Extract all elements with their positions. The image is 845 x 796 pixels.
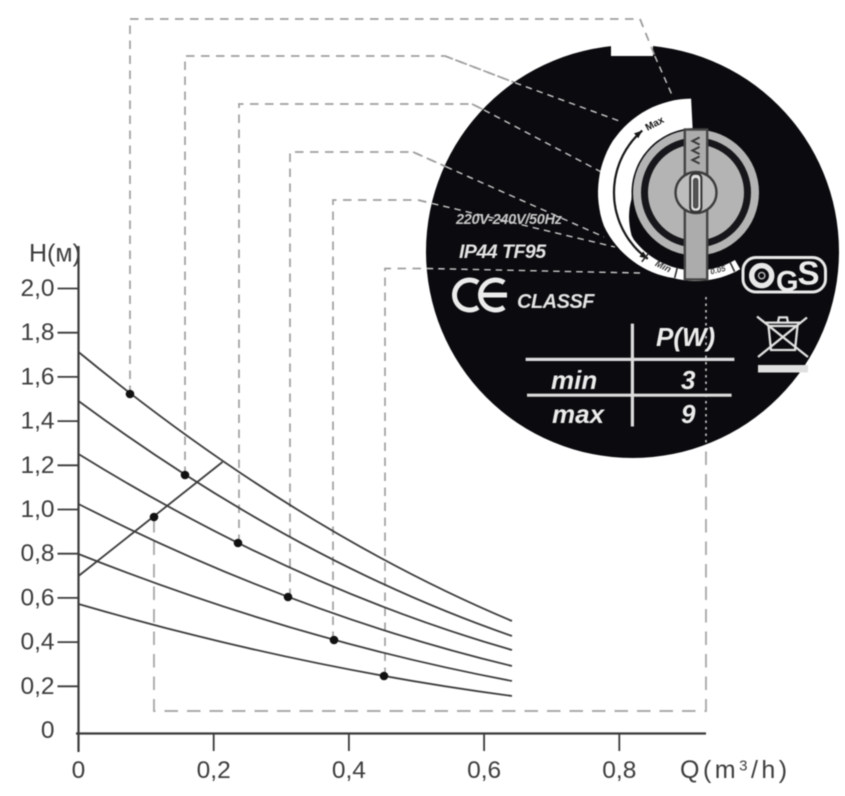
svg-text:0,8: 0,8 <box>602 757 636 784</box>
svg-text:0,4: 0,4 <box>332 757 366 784</box>
svg-text:1,2: 1,2 <box>20 452 54 479</box>
svg-text:0.05: 0.05 <box>709 264 727 277</box>
svg-text:P(W): P(W) <box>656 322 715 352</box>
svg-text:CLASSF: CLASSF <box>517 291 595 313</box>
svg-text:9: 9 <box>681 399 696 429</box>
svg-text:1,4: 1,4 <box>20 408 54 435</box>
svg-text:1,6: 1,6 <box>20 363 54 390</box>
svg-text:S: S <box>798 255 820 292</box>
svg-text:IP44 TF95: IP44 TF95 <box>459 241 547 263</box>
svg-text:1,0: 1,0 <box>20 496 54 523</box>
svg-text:0,8: 0,8 <box>20 540 54 567</box>
svg-text:0,4: 0,4 <box>20 629 54 656</box>
svg-text:H(м): H(м) <box>29 240 81 268</box>
svg-text:0,6: 0,6 <box>20 584 54 611</box>
svg-text:0,2: 0,2 <box>20 673 54 700</box>
svg-text:220V-240V/50Hz: 220V-240V/50Hz <box>455 212 563 228</box>
svg-text:0: 0 <box>41 717 55 744</box>
svg-text:3: 3 <box>681 365 696 395</box>
svg-text:1,8: 1,8 <box>20 319 54 346</box>
svg-text:min: min <box>551 365 597 395</box>
svg-text:2,0: 2,0 <box>20 275 54 302</box>
svg-text:Q(m3/h): Q(m3/h) <box>680 756 791 784</box>
svg-text:0,6: 0,6 <box>467 757 501 784</box>
svg-text:max: max <box>552 399 606 429</box>
svg-text:G: G <box>776 266 799 298</box>
svg-text:0,2: 0,2 <box>197 757 231 784</box>
svg-text:0: 0 <box>72 757 86 784</box>
